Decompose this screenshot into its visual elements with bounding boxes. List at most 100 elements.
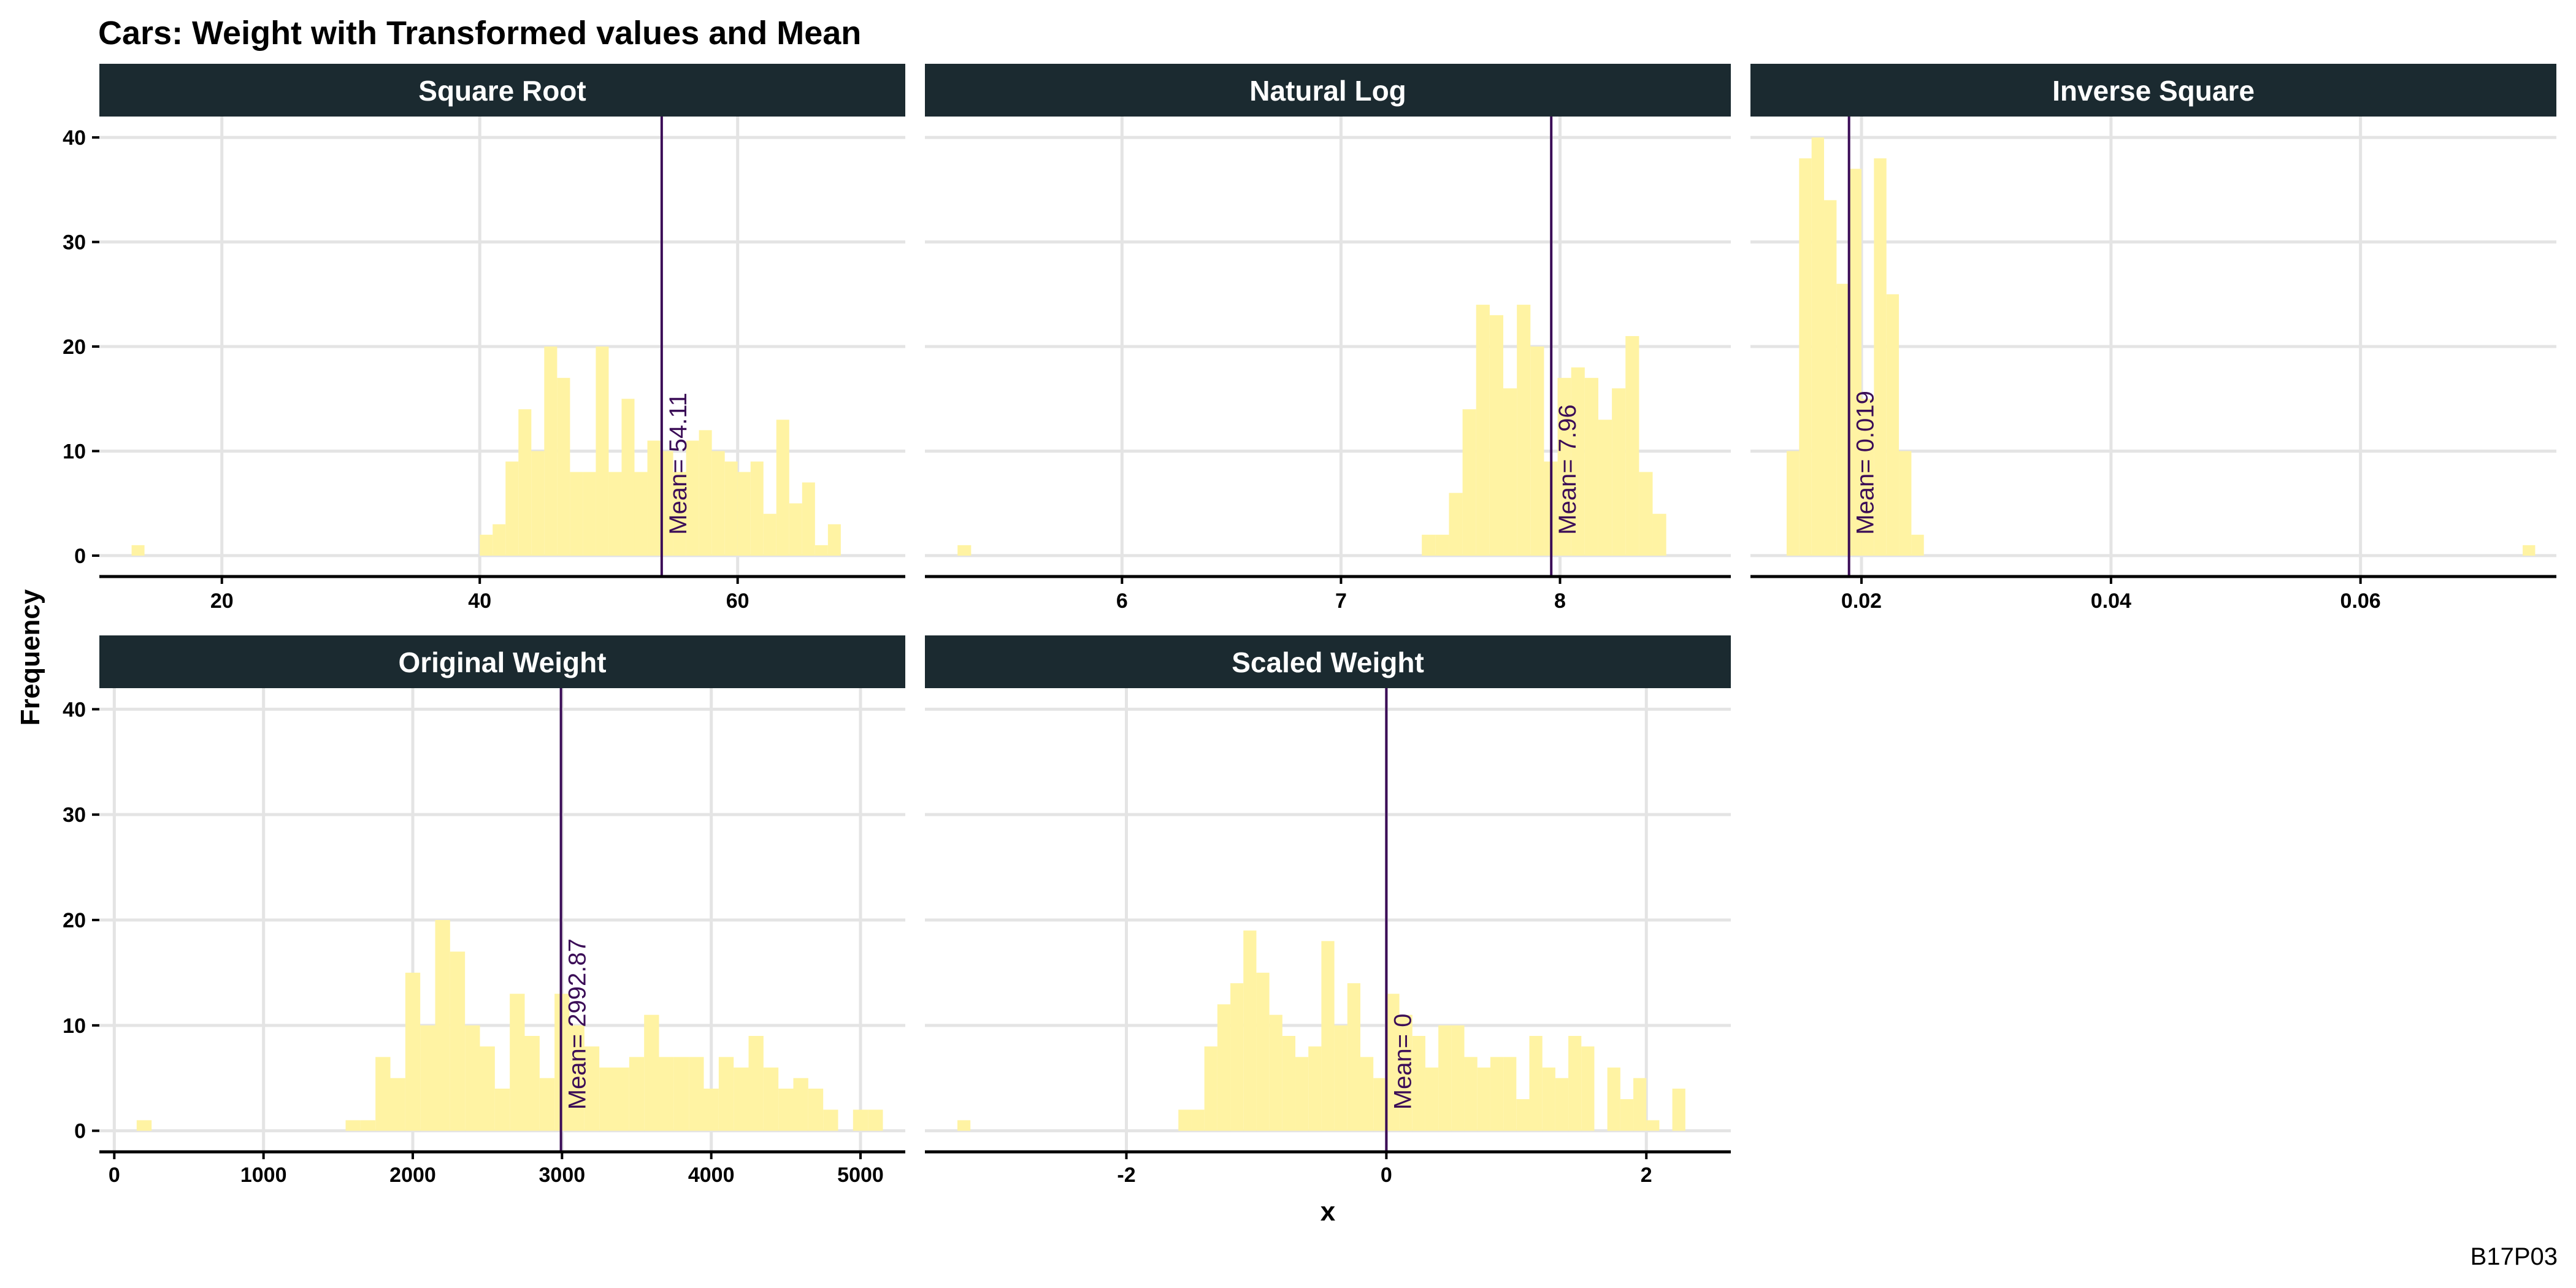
histogram-bar xyxy=(493,524,506,556)
x-tick-label: 2 xyxy=(1641,1163,1652,1187)
histogram-bar xyxy=(1672,1088,1685,1131)
histogram-bar xyxy=(1786,451,1800,556)
y-tick-label: 20 xyxy=(63,335,86,359)
histogram-bar xyxy=(1191,1110,1205,1131)
histogram-bar xyxy=(570,472,583,556)
histogram-bar xyxy=(703,1088,719,1131)
x-tick-label: 0.02 xyxy=(1841,589,1882,613)
histogram-bar xyxy=(793,1078,808,1131)
histogram-bar xyxy=(823,1110,838,1131)
histogram-bar xyxy=(1652,513,1666,556)
histogram-bar xyxy=(718,1057,734,1131)
histogram-bar xyxy=(853,1110,868,1131)
facet-strip xyxy=(1750,64,2556,117)
facet-strip xyxy=(925,64,1731,117)
y-tick-label: 10 xyxy=(63,1014,86,1038)
histogram-bar xyxy=(1581,1046,1595,1131)
caption: B17P03 xyxy=(2471,1243,2558,1270)
mean-label: Mean= 0.019 xyxy=(1852,391,1879,535)
histogram-bar xyxy=(524,1036,540,1131)
histogram-bar xyxy=(1347,983,1360,1131)
mean-label: Mean= 0 xyxy=(1389,1013,1416,1110)
histogram-bar xyxy=(957,545,972,556)
histogram-bar xyxy=(724,461,738,556)
histogram-bar xyxy=(1334,1025,1347,1131)
histogram-bar xyxy=(827,524,841,556)
histogram-bar xyxy=(660,451,673,556)
histogram-bar xyxy=(699,430,712,556)
histogram-bar xyxy=(763,1067,779,1131)
histogram-bar xyxy=(1217,1004,1231,1131)
histogram-bar xyxy=(450,951,466,1131)
histogram-bar xyxy=(1555,1078,1569,1131)
x-tick-label: 5000 xyxy=(837,1163,884,1187)
x-tick-label: 4000 xyxy=(688,1163,735,1187)
x-tick-label: 3000 xyxy=(539,1163,586,1187)
facet-strip-label: Natural Log xyxy=(1249,75,1406,107)
histogram-bar xyxy=(1503,1057,1517,1131)
histogram-bar xyxy=(1451,1025,1465,1131)
histogram-bar xyxy=(1571,367,1585,556)
histogram-bar xyxy=(136,1120,152,1131)
x-tick-label: 0 xyxy=(109,1163,120,1187)
histogram-bar xyxy=(1899,451,1912,556)
histogram-bar xyxy=(808,1088,824,1131)
histogram-bar xyxy=(1568,1036,1582,1131)
histogram-bar xyxy=(1886,294,1899,556)
x-tick-label: 2000 xyxy=(389,1163,436,1187)
x-tick-label: 6 xyxy=(1116,589,1128,613)
y-tick-label: 30 xyxy=(63,231,86,255)
histogram-bar xyxy=(1811,137,1825,556)
histogram-bar xyxy=(673,1057,689,1131)
x-axis-title: x xyxy=(1321,1197,1336,1227)
histogram-bar xyxy=(1612,388,1626,556)
histogram-bar xyxy=(569,1025,585,1131)
histogram-bar xyxy=(510,994,525,1131)
histogram-bar xyxy=(1529,1036,1543,1131)
histogram-bar xyxy=(1530,347,1544,556)
facet-strip-label: Inverse Square xyxy=(2052,75,2255,107)
histogram-bar xyxy=(1584,378,1598,556)
histogram-bar xyxy=(1542,1067,1555,1131)
histogram-bar xyxy=(1386,994,1400,1131)
facet-strip-label: Original Weight xyxy=(398,646,606,678)
histogram-bar xyxy=(360,1120,376,1131)
x-tick-label: 0.04 xyxy=(2091,589,2131,613)
histogram-bar xyxy=(1295,1057,1309,1131)
y-tick-label: 0 xyxy=(74,1120,86,1143)
histogram-bar xyxy=(375,1057,391,1131)
histogram-bar xyxy=(1516,1099,1530,1131)
histogram-bar xyxy=(390,1078,405,1131)
histogram-bar xyxy=(1462,409,1476,556)
histogram-bar xyxy=(647,440,661,556)
histogram-bar xyxy=(1435,534,1449,556)
histogram-bar xyxy=(1625,335,1639,556)
histogram-bar xyxy=(778,1088,794,1131)
histogram-bar xyxy=(789,503,802,556)
histogram-bar xyxy=(494,1088,510,1131)
y-tick-label: 20 xyxy=(63,909,86,932)
facet-strip-label: Square Root xyxy=(418,75,586,107)
histogram-bar xyxy=(1489,315,1504,556)
histogram-bar xyxy=(539,1078,555,1131)
histogram-bar xyxy=(750,461,764,556)
histogram-bar xyxy=(1373,1078,1387,1131)
panel-scaled-weight: Scaled Weight Mean= 0 -2 0 2 xyxy=(925,635,1731,1187)
x-tick-label: -2 xyxy=(1117,1163,1135,1187)
histogram-bar xyxy=(131,545,145,556)
histogram-bar xyxy=(1477,1067,1490,1131)
histogram-bar xyxy=(868,1110,883,1131)
histogram-bar xyxy=(1620,1099,1634,1131)
x-tick-label: 20 xyxy=(210,589,234,613)
histogram-bar xyxy=(1308,1046,1322,1131)
histogram-bar xyxy=(420,1025,435,1131)
facet-strip xyxy=(99,635,905,688)
histogram-bar xyxy=(1836,283,1849,556)
histogram-bar xyxy=(1422,534,1436,556)
y-tick-label: 10 xyxy=(63,440,86,463)
histogram-bar xyxy=(689,1057,704,1131)
histogram-bar xyxy=(435,920,450,1131)
histogram-bar xyxy=(1874,158,1887,556)
histogram-bar xyxy=(480,1046,495,1131)
